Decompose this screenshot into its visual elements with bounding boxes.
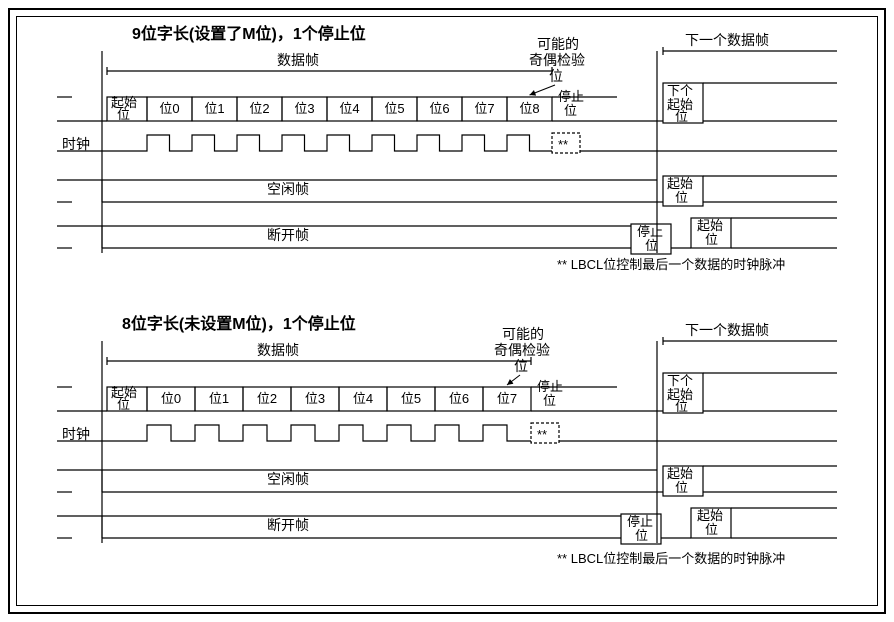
svg-text:停止: 停止	[627, 514, 653, 529]
svg-text:位2: 位2	[257, 391, 277, 406]
svg-text:位0: 位0	[161, 391, 181, 406]
svg-text:位8: 位8	[519, 101, 539, 116]
svg-text:可能的: 可能的	[537, 36, 579, 52]
svg-text:位3: 位3	[305, 391, 325, 406]
svg-text:位: 位	[705, 522, 718, 537]
svg-text:位: 位	[675, 480, 688, 495]
svg-text:位: 位	[514, 358, 528, 374]
svg-text:位: 位	[675, 399, 688, 414]
svg-text:断开帧: 断开帧	[267, 227, 309, 243]
svg-text:下一个数据帧: 下一个数据帧	[685, 322, 769, 338]
svg-text:**: **	[537, 427, 547, 442]
svg-text:位0: 位0	[159, 101, 179, 116]
svg-text:位: 位	[645, 238, 658, 253]
svg-text:位4: 位4	[353, 391, 373, 406]
svg-text:位4: 位4	[339, 101, 359, 116]
svg-text:奇偶检验: 奇偶检验	[494, 342, 550, 358]
svg-text:停止: 停止	[637, 224, 663, 239]
svg-text:位1: 位1	[204, 101, 224, 116]
svg-text:位: 位	[564, 103, 577, 118]
svg-text:下一个数据帧: 下一个数据帧	[685, 32, 769, 48]
svg-text:位2: 位2	[249, 101, 269, 116]
svg-text:位: 位	[543, 393, 556, 408]
svg-text:时钟: 时钟	[62, 426, 90, 442]
outer-frame: 9位字长(设置了M位)，1个停止位数据帧可能的奇偶检验位下一个数据帧起始位位0位…	[8, 8, 886, 614]
svg-text:8位字长(未设置M位)，1个停止位: 8位字长(未设置M位)，1个停止位	[122, 314, 356, 333]
svg-text:** LBCL位控制最后一个数据的时钟脉冲: ** LBCL位控制最后一个数据的时钟脉冲	[557, 551, 785, 566]
svg-text:**: **	[558, 137, 568, 152]
svg-text:位6: 位6	[449, 391, 469, 406]
svg-text:下个: 下个	[667, 373, 693, 388]
svg-text:奇偶检验: 奇偶检验	[529, 52, 585, 68]
svg-text:可能的: 可能的	[502, 326, 544, 342]
svg-text:下个: 下个	[667, 83, 693, 98]
svg-text:位: 位	[675, 190, 688, 205]
svg-text:起始: 起始	[667, 176, 693, 191]
svg-text:起始: 起始	[697, 508, 723, 523]
svg-text:位: 位	[635, 528, 648, 543]
svg-text:位5: 位5	[401, 391, 421, 406]
svg-text:位1: 位1	[209, 391, 229, 406]
svg-text:位7: 位7	[497, 391, 517, 406]
svg-text:** LBCL位控制最后一个数据的时钟脉冲: ** LBCL位控制最后一个数据的时钟脉冲	[557, 257, 785, 272]
svg-text:数据帧: 数据帧	[277, 52, 319, 68]
svg-text:位: 位	[117, 397, 130, 412]
svg-text:位6: 位6	[429, 101, 449, 116]
svg-text:起始: 起始	[697, 218, 723, 233]
svg-text:位3: 位3	[294, 101, 314, 116]
svg-text:数据帧: 数据帧	[257, 342, 299, 358]
svg-text:位5: 位5	[384, 101, 404, 116]
svg-text:位: 位	[117, 107, 130, 122]
svg-text:位: 位	[705, 232, 718, 247]
svg-text:空闲帧: 空闲帧	[267, 181, 309, 197]
svg-text:9位字长(设置了M位)，1个停止位: 9位字长(设置了M位)，1个停止位	[132, 24, 366, 43]
svg-text:位: 位	[675, 109, 688, 124]
svg-text:空闲帧: 空闲帧	[267, 471, 309, 487]
svg-text:时钟: 时钟	[62, 136, 90, 152]
svg-text:断开帧: 断开帧	[267, 517, 309, 533]
svg-text:起始: 起始	[667, 466, 693, 481]
inner-frame: 9位字长(设置了M位)，1个停止位数据帧可能的奇偶检验位下一个数据帧起始位位0位…	[16, 16, 878, 606]
timing-diagram-svg: 9位字长(设置了M位)，1个停止位数据帧可能的奇偶检验位下一个数据帧起始位位0位…	[17, 17, 877, 605]
svg-text:位7: 位7	[474, 101, 494, 116]
